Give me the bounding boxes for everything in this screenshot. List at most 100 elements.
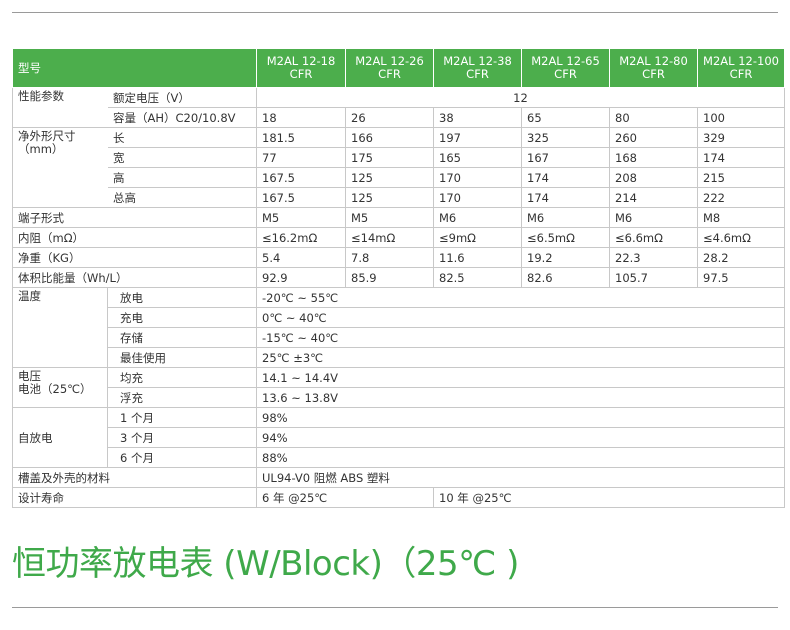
row-label: 体积比能量（Wh/L）: [12, 267, 257, 288]
top-rule: [12, 12, 778, 13]
table-cell: M6: [609, 207, 698, 228]
table-cell: ≤4.6mΩ: [697, 227, 785, 248]
table-row: 体积比能量（Wh/L） 92.9 85.9 82.5 82.6 105.7 97…: [12, 267, 785, 288]
table-cell: 215: [697, 167, 785, 188]
table-cell: 325: [521, 127, 610, 148]
category-performance: 性能参数: [12, 87, 108, 128]
table-cell: 222: [697, 187, 785, 208]
model-col-3: M2AL 12-38 CFR: [433, 48, 522, 88]
row-label: 充电: [107, 307, 257, 328]
model-col-6: M2AL 12-100 CFR: [697, 48, 785, 88]
span-value: -15℃ ~ 40℃: [256, 327, 785, 348]
table-row: 总高 167.5 125 170 174 214 222: [13, 187, 785, 208]
model-col-5: M2AL 12-80 CFR: [609, 48, 698, 88]
row-label: 3 个月: [107, 427, 257, 448]
table-cell: 38: [433, 107, 522, 128]
table-cell: 125: [345, 167, 434, 188]
table-cell: M5: [345, 207, 434, 228]
table-cell: 260: [609, 127, 698, 148]
table-row: 自放电 1 个月 98%: [12, 407, 785, 468]
table-cell: 100: [697, 107, 785, 128]
table-row: 宽 77 175 165 167 168 174: [13, 147, 785, 168]
table-cell: 175: [345, 147, 434, 168]
table-row: 设计寿命 6 年 @25℃ 10 年 @25℃: [12, 487, 785, 508]
table-cell: ≤16.2mΩ: [256, 227, 346, 248]
model-label: 型号: [12, 48, 257, 88]
table-cell: M8: [697, 207, 785, 228]
table-row: 高 167.5 125 170 174 208 215: [13, 167, 785, 188]
table-cell: 214: [609, 187, 698, 208]
table-cell: M6: [521, 207, 610, 228]
table-cell: 167.5: [256, 167, 346, 188]
table-row: 6 个月 88%: [13, 447, 785, 468]
table-cell: 11.6: [433, 247, 522, 268]
voltage-value: 12: [256, 87, 785, 108]
span-value: 14.1 ~ 14.4V: [256, 367, 785, 388]
table-cell: 167.5: [256, 187, 346, 208]
row-label: 端子形式: [12, 207, 257, 228]
row-label: 额定电压（V）: [107, 87, 257, 108]
table-cell: 329: [697, 127, 785, 148]
table-row: 温度 放电 -20℃ ~ 55℃: [12, 287, 785, 368]
table-cell: 168: [609, 147, 698, 168]
table-cell: 18: [256, 107, 346, 128]
span-value: 98%: [256, 407, 785, 428]
table-row: 容量（AH）C20/10.8V 18 26 38 65 80 100: [13, 107, 785, 128]
table-cell: 174: [521, 167, 610, 188]
row-label: 宽: [107, 147, 257, 168]
table-cell: 170: [433, 187, 522, 208]
table-cell: 22.3: [609, 247, 698, 268]
category-dimensions: 净外形尺寸 （mm）: [12, 127, 108, 208]
row-label: 总高: [107, 187, 257, 208]
category-temperature: 温度: [12, 287, 108, 368]
table-cell: 92.9: [256, 267, 346, 288]
row-label: 高: [107, 167, 257, 188]
table-cell: 65: [521, 107, 610, 128]
section-title: 恒功率放电表 (W/Block)（25℃ ): [12, 544, 519, 584]
table-row: 3 个月 94%: [13, 427, 785, 448]
row-label: 设计寿命: [12, 487, 257, 508]
row-label: 容量（AH）C20/10.8V: [107, 107, 257, 128]
bottom-rule: [12, 607, 778, 608]
table-cell: 26: [345, 107, 434, 128]
table-cell: 82.6: [521, 267, 610, 288]
row-label: 1 个月: [107, 407, 257, 428]
table-header-row: 型号 M2AL 12-18 CFR M2AL 12-26 CFR M2AL 12-3…: [12, 48, 785, 88]
table-row: 电压 电池（25℃） 均充 14.1 ~ 14.4V: [12, 367, 785, 408]
table-cell: 167: [521, 147, 610, 168]
row-label: 内阻（mΩ）: [12, 227, 257, 248]
table-row: 净外形尺寸 （mm） 长 181.5 166 197 325 260 329: [12, 127, 785, 208]
table-cell: 166: [345, 127, 434, 148]
table-cell: 105.7: [609, 267, 698, 288]
table-cell: ≤14mΩ: [345, 227, 434, 248]
table-row: 存储 -15℃ ~ 40℃: [13, 327, 785, 348]
spec-table: 型号 M2AL 12-18 CFR M2AL 12-26 CFR M2AL 12-3…: [12, 48, 785, 508]
table-cell: ≤6.6mΩ: [609, 227, 698, 248]
table-cell: 5.4: [256, 247, 346, 268]
row-label: 均充: [107, 367, 257, 388]
row-label: 放电: [107, 287, 257, 308]
table-row: 最佳使用 25℃ ±3℃: [13, 347, 785, 368]
table-row: 内阻（mΩ） ≤16.2mΩ ≤14mΩ ≤9mΩ ≤6.5mΩ ≤6.6mΩ …: [12, 227, 785, 248]
table-row: 性能参数 额定电压（V） 12: [12, 87, 785, 128]
table-cell: 208: [609, 167, 698, 188]
table-cell: 181.5: [256, 127, 346, 148]
table-cell: 19.2: [521, 247, 610, 268]
table-cell: 174: [697, 147, 785, 168]
span-value: 88%: [256, 447, 785, 468]
span-value: 0℃ ~ 40℃: [256, 307, 785, 328]
category-voltage: 电压 电池（25℃）: [12, 367, 108, 408]
row-label: 长: [107, 127, 257, 148]
row-label: 最佳使用: [107, 347, 257, 368]
row-label: 浮充: [107, 387, 257, 408]
row-label: 6 个月: [107, 447, 257, 468]
model-col-4: M2AL 12-65 CFR: [521, 48, 610, 88]
span-value: 94%: [256, 427, 785, 448]
table-cell: 174: [521, 187, 610, 208]
table-row: 浮充 13.6 ~ 13.8V: [13, 387, 785, 408]
table-cell: 97.5: [697, 267, 785, 288]
table-cell: ≤6.5mΩ: [521, 227, 610, 248]
category-self-discharge: 自放电: [12, 407, 108, 468]
table-cell: 170: [433, 167, 522, 188]
span-value: 10 年 @25℃: [433, 487, 785, 508]
